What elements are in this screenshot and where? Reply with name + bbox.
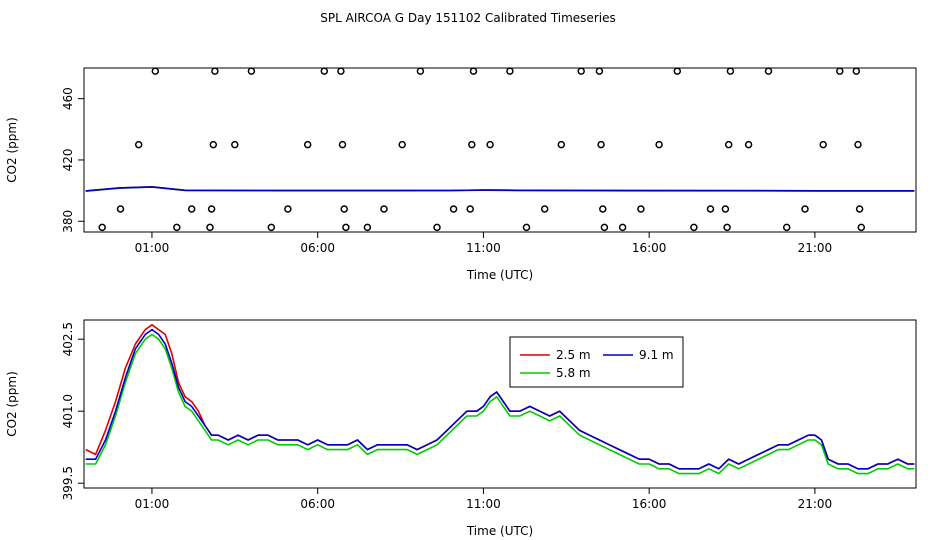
calibration-point <box>782 223 791 232</box>
calibration-point <box>723 223 731 232</box>
calibration-point <box>506 67 514 75</box>
timeseries-y-tick-label: 399.5 <box>61 466 75 500</box>
calibration-point <box>673 67 682 75</box>
calibration-point <box>303 140 312 149</box>
timeseries-x-tick-label: 06:00 <box>300 497 335 511</box>
calibration-point <box>599 205 607 213</box>
calibration-series-line-2 <box>85 186 915 192</box>
calibration-point <box>231 140 239 149</box>
calibration-point <box>320 67 329 75</box>
timeseries-x-tick-label: 21:00 <box>798 497 833 511</box>
calibration-x-tick-label: 06:00 <box>300 241 335 255</box>
timeseries-y-ticks: 399.5 401.0 402.5 <box>61 322 84 500</box>
calibration-point <box>801 205 809 213</box>
calibration-point <box>724 140 733 149</box>
calibration-point <box>540 205 549 213</box>
timeseries-series-line-2 <box>85 328 915 470</box>
calibration-point <box>416 67 425 75</box>
calibration-point <box>363 223 372 232</box>
timeseries-data-layer <box>85 323 915 475</box>
calibration-point <box>247 67 256 75</box>
timeseries-x-label: Time (UTC) <box>466 524 533 538</box>
calibration-y-ticks: 380 420 460 <box>61 87 84 233</box>
calibration-point <box>597 140 605 149</box>
calibration-x-tick-label: 01:00 <box>135 241 170 255</box>
calibration-point <box>151 67 160 75</box>
calibration-point <box>637 205 645 213</box>
calibration-point <box>98 223 106 232</box>
calibration-data-layer <box>85 67 915 232</box>
calibration-point <box>284 205 292 213</box>
timeseries-x-tick-label: 11:00 <box>466 497 501 511</box>
calibration-point <box>855 205 864 213</box>
calibration-x-tick-label: 16:00 <box>632 241 667 255</box>
figure-title: SPL AIRCOA G Day 151102 Calibrated Times… <box>320 11 615 25</box>
timeseries-series-line-1 <box>85 333 915 475</box>
calibration-point <box>764 67 773 75</box>
calibration-x-ticks: 01:00 06:00 11:00 16:00 21:00 <box>135 232 833 255</box>
calibration-point <box>398 140 406 149</box>
calibration-point <box>337 67 345 75</box>
timeseries-plot-frame <box>83 319 917 489</box>
legend-label-2-5m: 2.5 m <box>556 348 591 362</box>
calibration-point <box>721 205 730 213</box>
calibration-point <box>338 140 347 149</box>
calibration-point <box>522 223 531 232</box>
calibration-point <box>380 205 388 213</box>
calibration-panel: 01:00 06:00 11:00 16:00 21:00 380 420 460 Time… <box>5 67 917 282</box>
calibration-point <box>267 223 276 232</box>
timeseries-x-tick-label: 16:00 <box>632 497 667 511</box>
calibration-point <box>557 140 566 149</box>
timeseries-legend: 2.5 m 5.8 m 9.1 m <box>509 336 684 388</box>
calibration-point <box>706 205 715 213</box>
calibration-point <box>468 140 476 149</box>
calibration-point <box>173 223 181 232</box>
calibration-point <box>819 140 827 149</box>
calibration-point <box>690 223 698 232</box>
timeseries-y-tick-label: 402.5 <box>61 322 75 356</box>
calibration-point <box>209 140 218 149</box>
calibration-point <box>433 223 441 232</box>
calibration-y-label: CO2 (ppm) <box>5 117 19 183</box>
calibration-point <box>655 140 663 149</box>
calibration-point <box>466 205 474 213</box>
legend-label-9-1m: 9.1 m <box>639 348 674 362</box>
calibration-point <box>600 223 609 232</box>
calibration-point <box>206 223 214 232</box>
calibration-point <box>854 140 862 149</box>
calibration-point <box>577 67 585 75</box>
calibration-point <box>342 223 350 232</box>
calibration-point <box>857 223 866 232</box>
calibration-point <box>595 67 604 75</box>
calibration-x-label: Time (UTC) <box>466 268 533 282</box>
calibration-y-tick-label: 420 <box>61 149 75 172</box>
calibration-plot-frame <box>83 67 917 233</box>
co2-timeseries-panel: 01:00 06:00 11:00 16:00 21:00 399.5 401.0 402.… <box>5 319 917 538</box>
legend-label-5-8m: 5.8 m <box>556 366 591 380</box>
calibration-point <box>486 140 494 149</box>
calibration-point <box>744 140 753 149</box>
timeseries-y-tick-label: 401.0 <box>61 394 75 428</box>
calibration-point <box>836 67 844 75</box>
calibration-point <box>340 205 348 213</box>
calibration-y-tick-label: 380 <box>61 210 75 233</box>
calibration-point <box>187 205 196 213</box>
calibration-point <box>618 223 627 232</box>
timeseries-x-ticks: 01:00 06:00 11:00 16:00 21:00 <box>135 488 833 511</box>
calibration-x-tick-label: 21:00 <box>798 241 833 255</box>
calibration-point <box>726 67 735 75</box>
calibration-point <box>469 67 478 75</box>
timeseries-y-label: CO2 (ppm) <box>5 371 19 437</box>
calibration-x-tick-label: 11:00 <box>466 241 501 255</box>
calibration-point <box>852 67 861 75</box>
calibration-point <box>211 67 219 75</box>
calibration-point <box>116 205 125 213</box>
legend-box <box>509 336 684 388</box>
timeseries-x-tick-label: 01:00 <box>135 497 170 511</box>
calibration-point <box>134 140 143 149</box>
calibration-y-tick-label: 460 <box>61 87 75 110</box>
calibration-point <box>207 205 216 213</box>
calibration-point <box>449 205 458 213</box>
